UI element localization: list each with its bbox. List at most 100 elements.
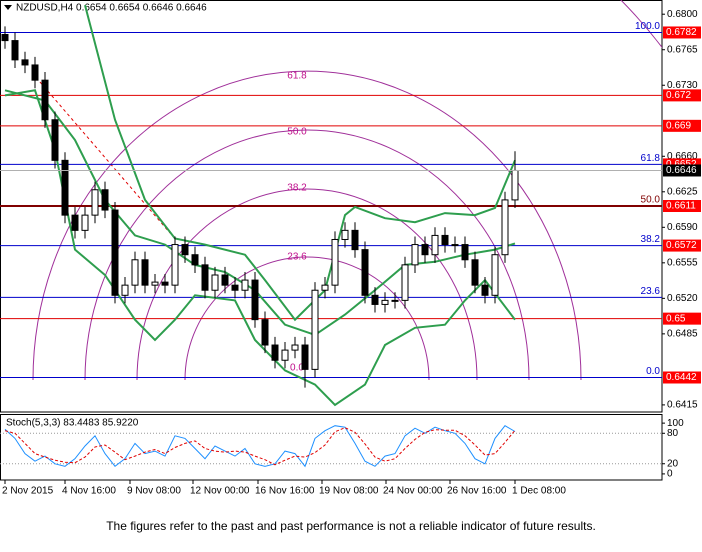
price-tag xyxy=(663,239,701,252)
candle-body xyxy=(71,214,79,231)
x-tick-label: 1 Dec 08:00 xyxy=(512,486,566,497)
fan-label: 38.2 xyxy=(287,183,307,194)
level-label: 61.8 xyxy=(641,153,661,164)
y-tick-label: 0.6625 xyxy=(667,186,698,197)
bid-tag-label: 0.6646 xyxy=(666,165,697,176)
x-tick-label: 4 Nov 16:00 xyxy=(62,486,116,497)
candle-body xyxy=(81,214,89,231)
price-tag-label: 0.6782 xyxy=(666,27,697,38)
stoch-panel xyxy=(0,414,663,481)
bid-tag xyxy=(663,164,701,177)
candle-body xyxy=(391,299,399,302)
price-tag xyxy=(663,371,701,384)
price-tag-label: 0.6611 xyxy=(666,201,696,212)
candle-body xyxy=(241,279,249,291)
menu-icon[interactable] xyxy=(4,5,12,10)
price-tag-label: 0.6442 xyxy=(666,372,697,383)
candle-body xyxy=(331,238,339,286)
candle-body xyxy=(21,59,29,66)
candle-body xyxy=(101,189,109,211)
x-tick-label: 2 Nov 2015 xyxy=(2,486,54,497)
price-tag xyxy=(663,119,701,132)
candle-body xyxy=(11,40,19,61)
price-tag-label: 0.672 xyxy=(666,90,691,101)
x-tick-label: 26 Nov 16:00 xyxy=(447,486,507,497)
layer xyxy=(0,425,662,468)
candle-body xyxy=(451,244,459,247)
candle-body xyxy=(501,199,509,256)
stoch-line xyxy=(4,427,516,466)
bollinger-band xyxy=(4,89,516,337)
candle-body xyxy=(371,294,379,305)
candle-body xyxy=(91,189,99,216)
level-label: 50.0 xyxy=(641,195,661,206)
layer xyxy=(0,4,662,407)
candle-body xyxy=(1,34,9,42)
y-tick-label: 0.6730 xyxy=(667,80,698,91)
candle-body xyxy=(411,244,419,266)
x-tick-label: 16 Nov 16:00 xyxy=(255,486,315,497)
candle-body xyxy=(221,274,229,286)
candle-body xyxy=(271,344,279,361)
x-tick-label: 12 Nov 00:00 xyxy=(190,486,250,497)
price-tag xyxy=(663,26,701,39)
price-tag-label: 0.65 xyxy=(666,313,686,324)
candle-body xyxy=(231,284,239,291)
candle-body xyxy=(321,284,329,291)
level-label: 0.0 xyxy=(646,366,660,377)
candle-body xyxy=(61,159,69,216)
candle-body xyxy=(311,289,319,370)
y-tick-label: 0.6485 xyxy=(667,329,698,340)
price-tag xyxy=(663,200,701,212)
candle-body xyxy=(121,284,129,296)
indicator-title: Stoch(5,3,3) 83.4483 85.9220 xyxy=(6,418,139,429)
candle-body xyxy=(131,259,139,286)
y-tick-label: 0 xyxy=(667,469,673,480)
fan-label: 50.0 xyxy=(287,127,307,138)
y-tick-label: 0.6590 xyxy=(667,222,698,233)
fan-arc xyxy=(84,129,530,381)
fib-fan xyxy=(32,0,662,381)
fan-label: 61.8 xyxy=(287,71,307,82)
candle-body xyxy=(41,79,49,121)
candle-body xyxy=(471,259,479,286)
level-label: 100.0 xyxy=(635,21,660,32)
candle-body xyxy=(251,279,259,321)
candle-body xyxy=(491,254,499,296)
candle-body xyxy=(281,349,289,361)
candle-body xyxy=(161,281,169,286)
candle-body xyxy=(171,244,179,286)
y-tick-label: 0.6660 xyxy=(667,151,698,162)
candle-body xyxy=(381,299,389,305)
candle-body xyxy=(421,244,429,256)
fan-arc xyxy=(136,188,478,381)
fan-arc xyxy=(32,70,582,381)
candle-body xyxy=(111,209,119,296)
fan-arc xyxy=(184,256,430,381)
candle-body xyxy=(441,234,449,246)
x-tick-label: 24 Nov 00:00 xyxy=(383,486,443,497)
x-tick-label: 19 Nov 08:00 xyxy=(319,486,379,497)
price-tag xyxy=(663,89,701,102)
candle-body xyxy=(151,281,159,286)
candle-body xyxy=(261,319,269,346)
fan-label: 23.6 xyxy=(287,252,307,263)
y-tick-label: 0.6415 xyxy=(667,400,698,411)
candle-body xyxy=(291,344,299,351)
chart-title: NZDUSD,H4 0.6654 0.6654 0.6646 0.6646 xyxy=(16,3,207,14)
candle-body xyxy=(191,254,199,266)
bollinger-band xyxy=(4,89,516,407)
y-tick-label: 20 xyxy=(667,458,679,469)
y-tick-label: 0.6800 xyxy=(667,9,698,20)
candle-body xyxy=(341,229,349,240)
x-tick-label: 9 Nov 08:00 xyxy=(127,486,181,497)
candle-body xyxy=(31,64,39,81)
y-tick-label: 100 xyxy=(667,418,684,429)
candle-body xyxy=(201,264,209,291)
candle-body xyxy=(431,234,439,256)
candle-body xyxy=(361,249,369,296)
level-label: 23.6 xyxy=(641,286,661,297)
candle-body xyxy=(461,244,469,261)
candle-body xyxy=(141,259,149,286)
